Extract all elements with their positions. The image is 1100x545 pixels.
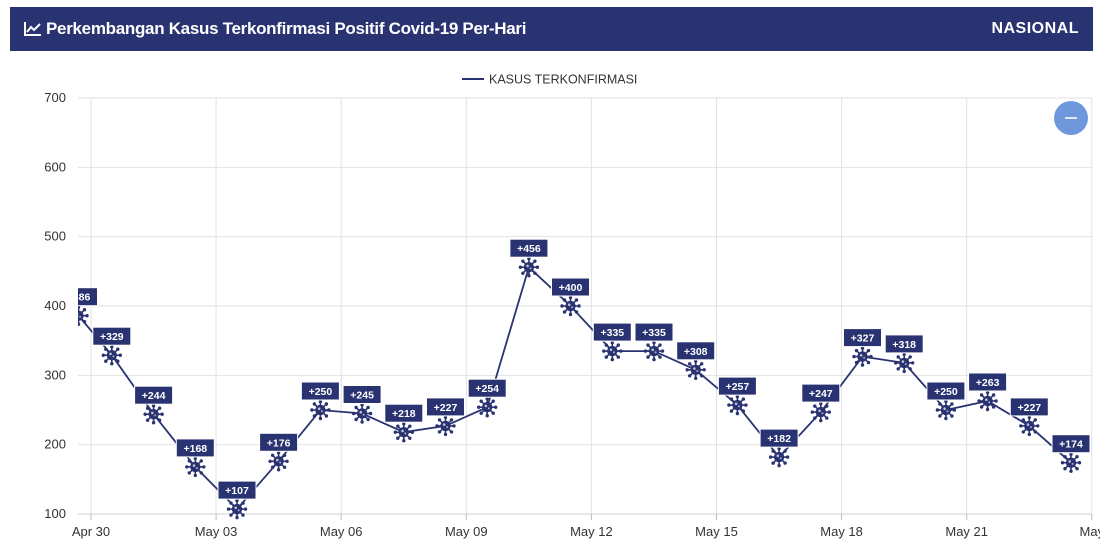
data-label-text: +386 [67, 292, 91, 304]
data-label: +182 [759, 428, 799, 448]
data-label: +176 [259, 432, 299, 452]
scope-label: NASIONAL [991, 20, 1079, 37]
data-label: +335 [592, 322, 632, 342]
virus-point-marker[interactable] [68, 305, 89, 326]
y-tick-label: 500 [44, 229, 66, 244]
data-label: +247 [801, 383, 841, 403]
data-label: +227 [426, 397, 465, 417]
virus-point-marker[interactable] [477, 397, 498, 418]
data-label-text: +257 [726, 381, 750, 393]
data-label: +250 [926, 381, 966, 401]
legend-item[interactable]: KASUS TERKONFIRMASI [489, 73, 637, 87]
data-label: +244 [134, 385, 174, 405]
plot-area: +386 +329 +244 +168 +107 +176 +250 +245 +218 +227… [67, 238, 1091, 520]
x-tick-label: May 09 [445, 524, 488, 539]
data-label-text: +244 [142, 390, 166, 402]
chart-header: Perkembangan Kasus Terkonfirmasi Positif… [10, 7, 1093, 51]
virus-point-marker[interactable] [727, 394, 748, 416]
virus-point-marker[interactable] [768, 446, 790, 468]
virus-point-marker[interactable] [351, 403, 373, 424]
data-label: +308 [676, 341, 716, 361]
x-tick-label: May 15 [695, 524, 738, 539]
x-tick-label: Apr 30 [72, 524, 110, 539]
x-tick-label: May 03 [195, 524, 238, 539]
virus-point-marker[interactable] [643, 340, 665, 362]
data-label-text: +182 [767, 433, 791, 445]
virus-point-marker[interactable] [852, 346, 873, 367]
y-tick-label: 300 [44, 367, 66, 382]
y-tick-label: 400 [44, 298, 66, 313]
data-label-text: +176 [267, 437, 291, 449]
chart-title: Perkembangan Kasus Terkonfirmasi Positif… [46, 19, 527, 38]
data-label-text: +250 [309, 386, 333, 398]
data-label-text: +327 [851, 333, 875, 345]
data-label-text: +329 [100, 331, 124, 343]
data-label-text: +335 [600, 327, 624, 339]
y-tick-label: 600 [44, 159, 66, 174]
data-label-text: +456 [517, 243, 541, 255]
virus-point-marker[interactable] [810, 401, 831, 423]
data-label: +218 [384, 403, 424, 423]
data-label: +400 [551, 277, 590, 297]
data-label-text: +400 [559, 282, 583, 294]
y-tick-label: 200 [44, 437, 66, 452]
virus-point-marker[interactable] [518, 257, 540, 278]
virus-point-marker[interactable] [894, 352, 915, 374]
data-label: +263 [968, 372, 1008, 392]
data-label-text: +308 [684, 346, 708, 358]
data-label: +386 [67, 287, 98, 307]
data-label: +227 [1009, 397, 1049, 417]
x-tick-label: May 06 [320, 524, 363, 539]
data-label: +329 [92, 326, 132, 346]
virus-point-marker[interactable] [393, 422, 414, 443]
virus-point-marker[interactable] [935, 399, 957, 421]
x-tick-label: May 18 [820, 524, 863, 539]
data-label-text: +168 [183, 443, 207, 455]
y-tick-label: 100 [44, 506, 66, 521]
data-label: +168 [175, 438, 215, 458]
data-label-text: +174 [1059, 439, 1083, 451]
data-label-text: +335 [642, 327, 666, 339]
line-chart-icon [24, 22, 41, 36]
data-label-text: +227 [434, 402, 458, 414]
y-tick-label: 700 [44, 90, 66, 105]
data-label: +254 [467, 378, 507, 398]
data-label-text: +254 [475, 383, 499, 395]
virus-point-marker[interactable] [310, 399, 331, 421]
data-label-text: +245 [350, 390, 374, 402]
virus-point-marker[interactable] [101, 345, 122, 366]
virus-point-marker[interactable] [1060, 452, 1082, 473]
data-label: +250 [300, 381, 340, 401]
x-tick-label: May 21 [945, 524, 988, 539]
data-label: +257 [717, 376, 757, 396]
data-label-text: +263 [976, 377, 1000, 389]
virus-point-marker[interactable] [560, 295, 581, 317]
x-tick-label: May [1080, 524, 1100, 539]
data-label-text: +107 [225, 485, 249, 497]
data-label-text: +250 [934, 386, 958, 398]
virus-point-marker[interactable] [226, 498, 248, 520]
virus-point-marker[interactable] [268, 451, 289, 472]
virus-point-marker[interactable] [143, 404, 164, 425]
collapse-button[interactable] [1054, 101, 1088, 135]
line-chart: 100 200 300 400 500 600 700 Apr 30 May 03 May 06 M… [44, 73, 1100, 540]
virus-point-marker[interactable] [185, 456, 206, 478]
virus-point-marker[interactable] [977, 390, 998, 412]
data-label: +174 [1051, 434, 1091, 454]
data-label-text: +247 [809, 388, 833, 400]
data-label: +318 [884, 334, 924, 354]
data-label-text: +218 [392, 408, 416, 420]
data-label-text: +318 [892, 339, 916, 351]
data-label: +107 [217, 480, 257, 500]
virus-point-marker[interactable] [602, 340, 623, 362]
virus-point-marker[interactable] [1019, 415, 1040, 437]
data-label-text: +227 [1017, 402, 1041, 414]
virus-point-marker[interactable] [685, 359, 706, 380]
data-label: +335 [634, 322, 674, 342]
data-label: +327 [843, 328, 882, 348]
data-label: +245 [342, 385, 382, 404]
virus-point-marker[interactable] [435, 415, 456, 437]
data-label: +456 [509, 238, 549, 258]
x-tick-label: May 12 [570, 524, 613, 539]
